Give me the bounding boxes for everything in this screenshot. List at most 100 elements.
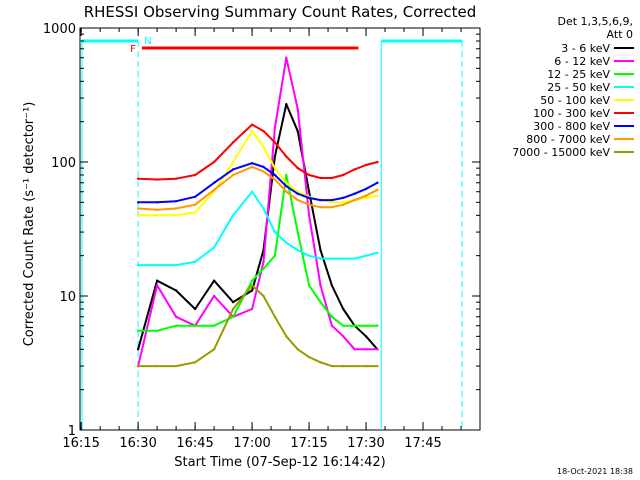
series-point (155, 364, 159, 368)
series-point (250, 289, 254, 292)
series-point (307, 190, 311, 193)
series-point (330, 284, 334, 287)
legend-label: 25 - 50 keV (547, 81, 610, 94)
series-point (330, 315, 334, 318)
series-point (174, 315, 178, 318)
series-point (231, 300, 235, 304)
chart-title: RHESSI Observing Summary Count Rates, Co… (84, 3, 477, 21)
series-point (262, 207, 265, 210)
series-point (296, 129, 299, 133)
series-point (262, 129, 265, 133)
series-point (212, 188, 216, 192)
series-line-3 (138, 190, 378, 267)
series-point (250, 279, 254, 282)
series-point (155, 201, 159, 204)
series-point (307, 196, 311, 200)
series-point (319, 300, 322, 304)
series-point (136, 207, 140, 210)
y-tick-label: 10 (59, 290, 76, 305)
series-point (273, 155, 277, 158)
series-point (285, 184, 288, 188)
night-flag-label: N (144, 36, 151, 47)
series-point (353, 192, 356, 195)
series-point (342, 257, 345, 260)
series-point (376, 160, 379, 164)
series-point (174, 289, 178, 292)
series-point (273, 315, 277, 318)
series-point (174, 207, 178, 210)
series-point (155, 178, 159, 181)
series-point (212, 294, 216, 298)
series-point (285, 102, 288, 106)
legend-label: 50 - 100 keV (540, 94, 610, 107)
series-point (285, 190, 288, 193)
legend-label: 800 - 7000 keV (526, 133, 610, 146)
x-tick-label: 16:30 (119, 436, 156, 451)
series-point (364, 254, 368, 257)
series-point (136, 263, 140, 267)
series-point (193, 173, 197, 177)
series-line-0 (137, 103, 379, 350)
y-tick-label: 1 (68, 424, 76, 439)
series-point (285, 173, 288, 177)
series-point (376, 324, 379, 327)
x-tick-label: 17:15 (290, 436, 327, 451)
series-point (212, 279, 216, 282)
series-point (342, 335, 345, 338)
series-point (250, 129, 254, 133)
generation-timestamp: 18-Oct-2021 18:38 (557, 467, 633, 476)
flags-layer: FN (80, 36, 463, 430)
x-axis-label: Start Time (07-Sep-12 16:14:42) (174, 455, 385, 470)
series-point (174, 214, 178, 217)
series-point (307, 173, 311, 177)
series-point (342, 173, 345, 177)
legend-label: 6 - 12 keV (554, 55, 610, 68)
series-point (342, 203, 345, 206)
series-point (376, 348, 379, 351)
series-point (231, 173, 235, 177)
series-point (342, 364, 345, 368)
series-point (174, 199, 178, 203)
series-point (250, 123, 254, 126)
series-point (319, 248, 322, 252)
series-point (250, 190, 254, 193)
series-layer (136, 56, 379, 368)
series-point (342, 201, 345, 204)
series-point (285, 56, 288, 59)
series-point (193, 324, 197, 327)
series-point (136, 348, 140, 351)
legend-header-detectors: Det 1,3,5,6,9, (557, 15, 633, 28)
series-point (136, 329, 140, 332)
series-point (262, 267, 265, 270)
series-point (364, 163, 368, 167)
legend-label: 12 - 25 keV (547, 68, 610, 81)
plot-frame (79, 27, 481, 431)
series-point (307, 214, 311, 217)
y-tick-label: 100 (51, 156, 76, 171)
series-point (193, 307, 197, 311)
series-point (285, 181, 288, 184)
series-point (231, 141, 235, 144)
series-point (231, 214, 235, 217)
series-point (193, 260, 197, 263)
series-point (136, 364, 140, 368)
series-point (307, 284, 311, 287)
series-point (273, 230, 277, 234)
series-point (285, 241, 288, 244)
legend-label: 3 - 6 keV (561, 42, 610, 55)
series-point (250, 284, 254, 287)
x-tick-label: 16:45 (176, 436, 213, 451)
series-point (174, 177, 178, 180)
series-point (330, 198, 334, 202)
legend-label: 7000 - 15000 keV (512, 146, 610, 159)
series-point (319, 176, 322, 180)
series-point (307, 203, 311, 206)
series-point (296, 248, 299, 252)
x-tick-label: 17:00 (233, 436, 270, 451)
series-point (193, 203, 197, 206)
series-point (231, 315, 235, 318)
series-point (212, 324, 216, 327)
series-point (364, 364, 368, 368)
